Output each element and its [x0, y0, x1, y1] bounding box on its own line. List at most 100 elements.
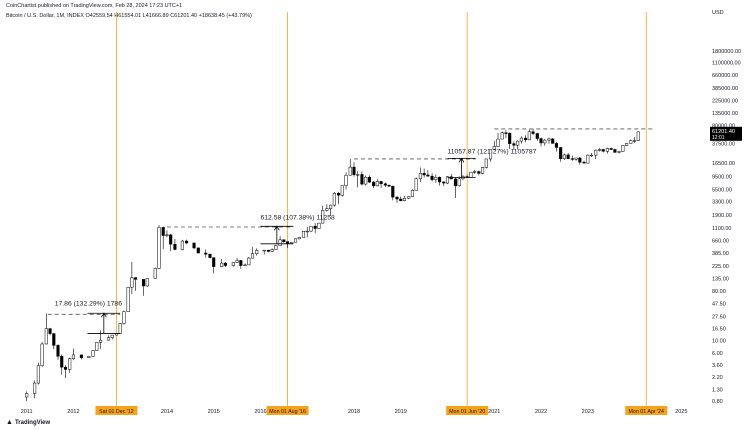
candle: [399, 196, 403, 202]
candle-body: [325, 208, 329, 211]
candle: [192, 242, 196, 250]
candle-body: [535, 133, 539, 139]
measure-arrowhead: [458, 157, 465, 163]
halving-date-badge: [95, 406, 138, 415]
candle: [364, 175, 368, 186]
candle-body: [192, 242, 196, 249]
y-tick-label: 385.00: [712, 251, 729, 257]
candle-body: [79, 354, 83, 358]
candle: [212, 257, 216, 274]
candle: [383, 182, 387, 188]
candle: [220, 259, 224, 268]
measure-arrowhead: [273, 225, 280, 231]
candle-body: [481, 167, 485, 174]
candle-body: [204, 252, 208, 255]
y-tick-label: 0.80: [712, 399, 723, 405]
candle-body: [477, 171, 481, 174]
candle: [122, 310, 126, 325]
candle-body: [554, 143, 559, 148]
candle-body: [56, 345, 60, 357]
resistance-lines: [47, 128, 654, 315]
candle: [496, 132, 500, 148]
candle-body: [52, 333, 56, 346]
candle-body: [543, 139, 547, 144]
candle: [126, 286, 130, 313]
y-tick-label: 660000.00: [712, 73, 738, 79]
candle: [430, 173, 434, 182]
x-tick-label: 2016: [254, 409, 266, 415]
candle-body: [340, 185, 344, 196]
candle-body: [145, 278, 149, 287]
y-tick-label: 1.30: [712, 387, 723, 393]
candle-body: [547, 138, 551, 141]
candle-body: [586, 154, 590, 164]
candle-body: [629, 140, 633, 144]
candle-body: [126, 286, 130, 312]
candle: [597, 148, 602, 152]
candle: [524, 135, 528, 143]
candle: [282, 239, 286, 243]
candle-body: [239, 260, 243, 266]
candle: [469, 171, 473, 178]
candle: [270, 248, 274, 252]
tradingview-footer[interactable]: ▲ TradingView: [6, 419, 50, 426]
halving-date-badge: [266, 406, 309, 415]
halving-date-label: Sat 01 Dec '12: [99, 409, 134, 415]
candle-body: [48, 328, 52, 334]
candle: [153, 267, 157, 279]
measure-label: 612.58 (107.38%) 11258: [260, 214, 335, 221]
candle: [500, 131, 504, 140]
y-tick-label: 1900.00: [712, 213, 732, 219]
candle-body: [60, 356, 64, 368]
candle-body: [434, 177, 438, 180]
candle: [297, 236, 301, 240]
candle: [367, 175, 371, 184]
candle: [344, 172, 348, 190]
candle: [481, 166, 485, 175]
candle-body: [492, 146, 496, 150]
candle-body: [95, 342, 99, 351]
candle-body: [278, 239, 282, 246]
candle: [512, 141, 516, 150]
candles: [25, 128, 640, 402]
candle: [356, 171, 360, 188]
candle-body: [130, 277, 134, 288]
candle: [95, 341, 99, 351]
candle-body: [169, 234, 173, 245]
candle: [63, 365, 68, 378]
y-tick-label: 37500.00: [712, 142, 735, 148]
measure-arrowhead: [100, 312, 107, 318]
candle: [243, 263, 247, 267]
candle: [321, 206, 325, 224]
candle-body: [589, 154, 594, 157]
x-tick-label: 2019: [395, 409, 407, 415]
y-tick-label: 27.50: [712, 314, 726, 320]
candle: [578, 156, 582, 165]
measurement: 612.58 (107.38%) 11258: [260, 214, 335, 245]
candle: [223, 262, 227, 268]
candle: [617, 150, 621, 154]
candle: [40, 341, 44, 368]
candle-body: [255, 250, 259, 254]
y-tick-label: 16500.00: [712, 161, 735, 167]
y-tick-label: 1800000.00: [712, 49, 741, 55]
candle-body: [375, 181, 379, 187]
candle: [570, 155, 574, 161]
candle-body: [247, 257, 251, 266]
candle-body: [161, 227, 165, 236]
candle: [325, 204, 329, 212]
candle: [551, 137, 555, 144]
candle-body: [512, 143, 516, 146]
candle: [332, 192, 336, 207]
candle-body: [63, 366, 68, 370]
y-tick-label: 80000.00: [712, 123, 735, 129]
candle: [473, 169, 477, 174]
candle-body: [196, 247, 200, 254]
candle: [531, 128, 535, 136]
candle: [208, 253, 212, 259]
candle: [305, 226, 309, 238]
x-tick-label: 2025: [675, 409, 687, 415]
candle: [173, 238, 177, 251]
